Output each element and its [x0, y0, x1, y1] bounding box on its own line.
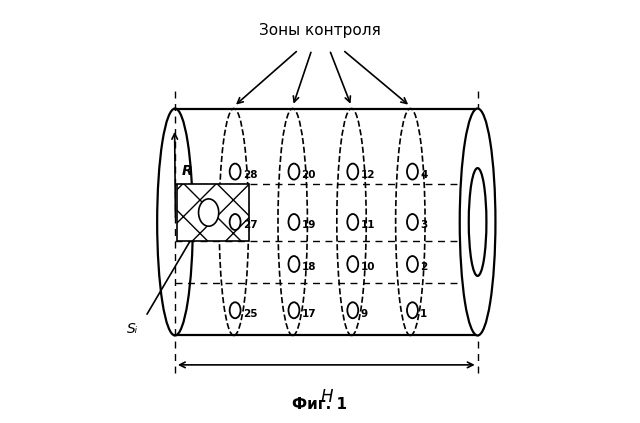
Ellipse shape [407, 302, 418, 318]
Ellipse shape [348, 302, 358, 318]
Ellipse shape [289, 302, 300, 318]
Text: Зоны контроля: Зоны контроля [259, 23, 381, 38]
Text: 27: 27 [243, 220, 257, 231]
Text: 20: 20 [301, 170, 316, 180]
Ellipse shape [230, 302, 241, 318]
Text: Sᵢ: Sᵢ [127, 322, 138, 336]
Ellipse shape [348, 256, 358, 272]
Text: Фиг. 1: Фиг. 1 [292, 397, 348, 412]
Ellipse shape [289, 256, 300, 272]
Ellipse shape [289, 214, 300, 230]
Text: 19: 19 [301, 220, 316, 231]
Text: 10: 10 [360, 262, 375, 272]
Text: R: R [181, 164, 192, 178]
Text: 2: 2 [420, 262, 428, 272]
Text: 1: 1 [420, 309, 428, 319]
Ellipse shape [348, 164, 358, 179]
Text: H: H [320, 388, 333, 406]
Text: 11: 11 [360, 220, 375, 231]
Text: 18: 18 [301, 262, 316, 272]
Ellipse shape [230, 164, 241, 179]
FancyBboxPatch shape [177, 184, 248, 241]
Ellipse shape [407, 256, 418, 272]
Ellipse shape [198, 199, 219, 226]
Ellipse shape [230, 214, 241, 230]
Ellipse shape [460, 109, 495, 335]
Ellipse shape [348, 214, 358, 230]
Text: 17: 17 [301, 309, 316, 319]
Ellipse shape [407, 214, 418, 230]
Text: 9: 9 [360, 309, 367, 319]
Text: 28: 28 [243, 170, 257, 180]
Text: 3: 3 [420, 220, 428, 231]
Ellipse shape [289, 164, 300, 179]
Text: 12: 12 [360, 170, 375, 180]
Text: 4: 4 [420, 170, 428, 180]
Text: 25: 25 [243, 309, 257, 319]
Ellipse shape [407, 164, 418, 179]
